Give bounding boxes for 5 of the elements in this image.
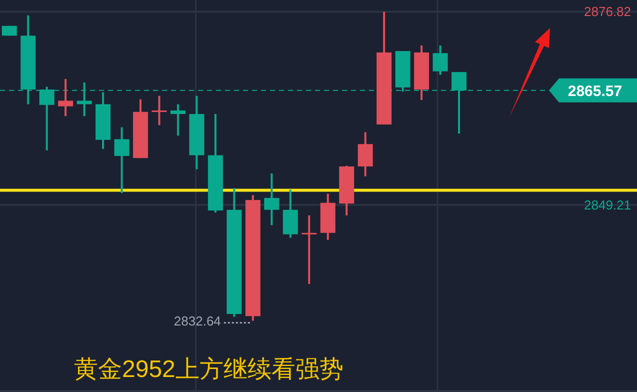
ref-line-label: 2865.57 [568, 82, 622, 100]
annotation: 黄金2952上方继续看强势 [74, 356, 344, 383]
y-tick-label: 2876.82 [584, 4, 631, 20]
y-tick-label: 2849.21 [584, 197, 631, 212]
annotation: 2832.64 [174, 314, 221, 329]
